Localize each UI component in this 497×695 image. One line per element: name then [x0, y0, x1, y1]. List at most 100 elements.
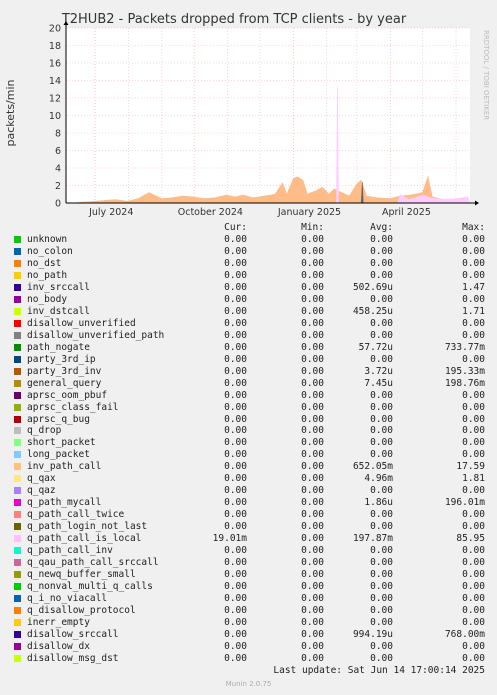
- legend-cur-value: 0.00: [224, 521, 247, 533]
- legend-max-value: 0.00: [462, 545, 485, 557]
- legend-max-value: 0.00: [462, 317, 485, 329]
- legend-series-name: disallow_srccall: [27, 628, 119, 640]
- legend-min-value: 0.00: [301, 593, 324, 605]
- legend-cur-value: 0.00: [224, 353, 247, 365]
- legend-swatch: [14, 559, 21, 567]
- legend-min-value: 0.00: [301, 329, 324, 341]
- legend-min-value: 0.00: [301, 581, 324, 593]
- legend-series-name: q_path_login_not_last: [27, 521, 148, 533]
- legend-swatch: [14, 571, 21, 579]
- legend-cur-value: 0.00: [224, 485, 247, 497]
- legend-series-name: inv_path_call: [27, 461, 102, 473]
- legend-max-value: 0.00: [462, 413, 485, 425]
- legend-cur-value: 0.00: [224, 341, 247, 353]
- legend-row: inerr_empty 0.00 0.00 0.00 0.00: [0, 617, 497, 629]
- legend-cur-value: 0.00: [224, 640, 247, 652]
- chart-title: T2HUB2 - Packets dropped from TCP client…: [61, 12, 407, 27]
- legend-row: no_colon 0.00 0.00 0.00 0.00: [0, 246, 497, 258]
- legend-row: q_nonval_multi_q_calls 0.00 0.00 0.00 0.00: [0, 581, 497, 593]
- legend-avg-value: 0.00: [370, 389, 393, 401]
- legend-row: q_path_mycall 0.00 0.00 1.86u 196.01m: [0, 497, 497, 509]
- legend-min-value: 0.00: [301, 281, 324, 293]
- legend-min-value: 0.00: [301, 389, 324, 401]
- legend-max-value: 0.00: [462, 581, 485, 593]
- y-tick-label: 4: [55, 164, 61, 175]
- legend-row: general_query 0.00 0.00 7.45u 198.76m: [0, 378, 497, 390]
- legend-swatch: [14, 607, 21, 614]
- legend-max-value: 768.00m: [444, 628, 485, 640]
- legend-swatch: [14, 642, 21, 650]
- legend-swatch: [14, 391, 21, 399]
- legend-row: party_3rd_inv 0.00 0.00 3.72u 195.33m: [0, 366, 497, 378]
- legend-cur-value: 0.00: [224, 497, 247, 509]
- legend-avg-value: 0.00: [370, 521, 393, 533]
- legend-series-name: long_packet: [27, 449, 90, 461]
- legend-avg-value: 0.00: [370, 569, 393, 581]
- legend-row: unknown 0.00 0.00 0.00 0.00: [0, 234, 497, 246]
- legend-avg-value: 0.00: [370, 652, 393, 664]
- legend-avg-value: 0.00: [370, 557, 393, 569]
- legend-series-name: no_colon: [27, 245, 73, 257]
- legend-row: q_drop 0.00 0.00 0.00 0.00: [0, 425, 497, 437]
- legend-avg-value: 0.00: [370, 593, 393, 605]
- legend-series-name: q_path_mycall: [27, 497, 102, 509]
- legend-row: q_disallow_protocol 0.00 0.00 0.00 0.00: [0, 605, 497, 617]
- munin-version: Munin 2.0.75: [225, 680, 272, 688]
- legend-min-value: 0.00: [301, 353, 324, 365]
- legend-min-value: 0.00: [301, 401, 324, 413]
- legend-series-name: q_newq_buffer_small: [27, 569, 136, 581]
- legend-min-value: 0.00: [301, 317, 324, 329]
- legend-series-name: inerr_empty: [27, 616, 90, 628]
- legend-cur-value: 0.00: [224, 305, 247, 317]
- y-tick-label: 18: [49, 41, 61, 52]
- legend-min-value: 0.00: [301, 509, 324, 521]
- legend-min-value: 0.00: [301, 305, 324, 317]
- y-tick-label: 20: [49, 24, 61, 35]
- legend-max-value: 0.00: [462, 425, 485, 437]
- legend-avg-value: 458.25u: [352, 305, 393, 317]
- legend-max-value: 0.00: [462, 485, 485, 497]
- legend-swatch: [14, 247, 21, 255]
- legend-swatch: [14, 451, 21, 459]
- legend-cur-value: 0.00: [224, 569, 247, 581]
- y-tick-label: 12: [49, 94, 61, 105]
- legend-min-value: 0.00: [301, 533, 324, 545]
- legend-cur-value: 0.00: [224, 233, 247, 245]
- series-layer: [72, 87, 472, 204]
- legend-swatch: [14, 319, 21, 327]
- legend-swatch: [14, 475, 21, 483]
- legend-row: aprsc_oom_pbuf 0.00 0.00 0.00 0.00: [0, 390, 497, 402]
- legend-cur-value: 0.00: [224, 616, 247, 628]
- legend-row: disallow_srccall 0.00 0.00 994.19u 768.00m: [0, 629, 497, 641]
- legend-avg-value: 0.00: [370, 245, 393, 257]
- legend-swatch: [14, 463, 21, 471]
- legend-series-name: no_body: [27, 293, 68, 305]
- legend-max-value: 0.00: [462, 569, 485, 581]
- legend-series-name: disallow_dx: [27, 640, 90, 652]
- legend-swatch: [14, 535, 21, 543]
- legend-row: long_packet 0.00 0.00 0.00 0.00: [0, 449, 497, 461]
- legend-cur-value: 0.00: [224, 425, 247, 437]
- y-tick-label: 10: [49, 111, 61, 122]
- legend-avg-value: 4.96m: [364, 473, 393, 485]
- legend-max-value: 1.71: [462, 305, 485, 317]
- legend-series-name: q_i_no_viacall: [27, 593, 108, 605]
- legend-series-name: party_3rd_ip: [27, 353, 96, 365]
- legend-series-name: q_path_call_inv: [27, 545, 113, 557]
- legend-row: aprsc_q_bug 0.00 0.00 0.00 0.00: [0, 414, 497, 426]
- col-max-header: Max:: [462, 222, 485, 233]
- legend-min-value: 0.00: [301, 425, 324, 437]
- y-axis-label: packets/min: [4, 79, 17, 146]
- legend-cur-value: 0.00: [224, 437, 247, 449]
- legend-max-value: 0.00: [462, 593, 485, 605]
- legend-min-value: 0.00: [301, 569, 324, 581]
- legend-min-value: 0.00: [301, 449, 324, 461]
- legend-min-value: 0.00: [301, 413, 324, 425]
- legend-row: disallow_msg_dst 0.00 0.00 0.00 0.00: [0, 653, 497, 665]
- legend-series-name: disallow_unverified_path: [27, 329, 165, 341]
- legend-avg-value: 0.00: [370, 233, 393, 245]
- grid-layer: [66, 27, 470, 203]
- x-tick-label: July 2024: [88, 207, 133, 218]
- legend-avg-value: 0.00: [370, 329, 393, 341]
- legend-row: short_packet 0.00 0.00 0.00 0.00: [0, 437, 497, 449]
